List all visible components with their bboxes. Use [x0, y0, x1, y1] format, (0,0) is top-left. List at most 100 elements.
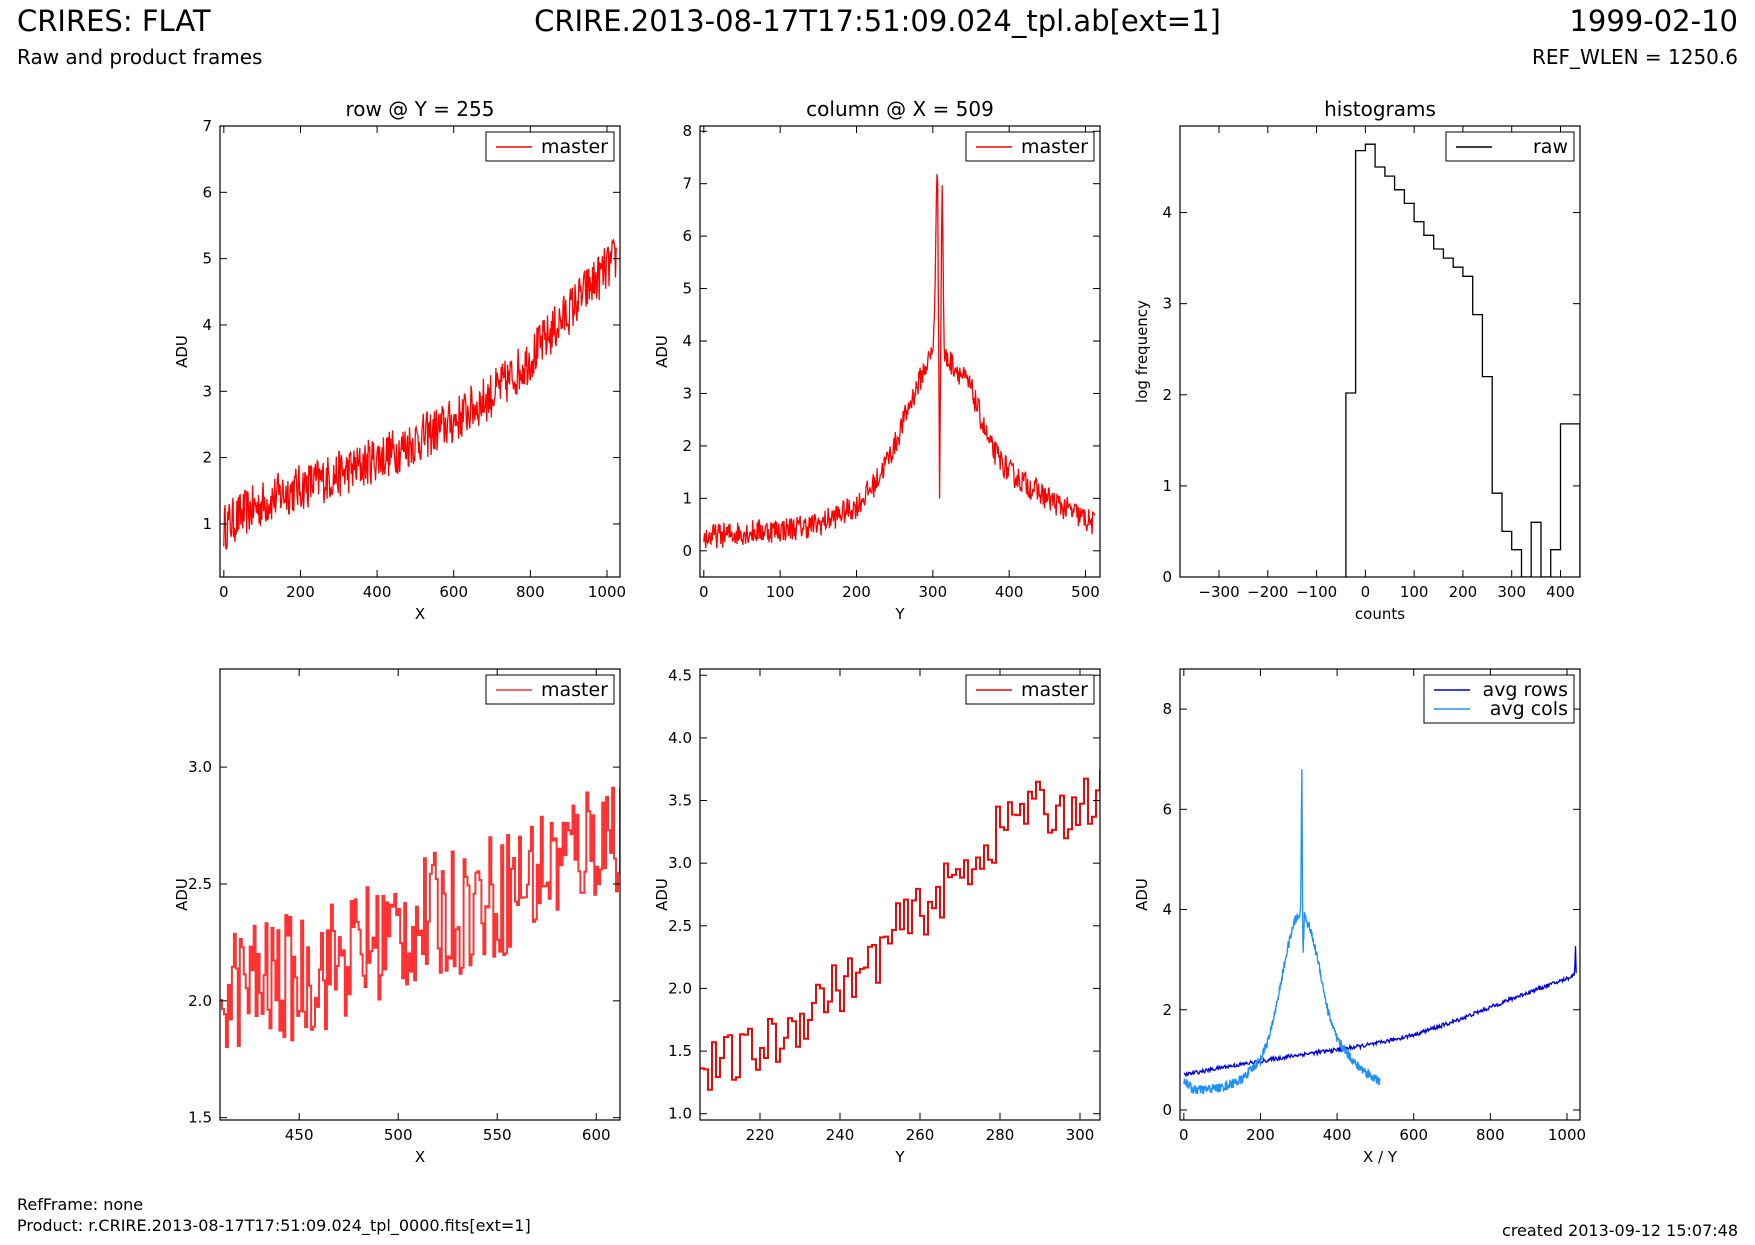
y-tick-label: 2.0 [668, 979, 692, 997]
y-tick-label: 4.5 [668, 666, 692, 684]
x-tick-label: 200 [1246, 1126, 1275, 1144]
ref-wlen: REF_WLEN = 1250.6 [1531, 45, 1738, 69]
file-name: CRIRE.2013-08-17T17:51:09.024_tpl.ab[ext… [534, 4, 1221, 38]
x-tick-label: 500 [1071, 583, 1100, 601]
y-axis-label: ADU [173, 878, 191, 911]
x-tick-label: 600 [1399, 1126, 1428, 1144]
x-tick-label: 600 [582, 1126, 611, 1144]
plot-frame [1179, 125, 1581, 578]
x-axis-label: X [415, 1148, 425, 1166]
plot-frame [219, 125, 621, 578]
refframe-label: RefFrame: none [17, 1195, 144, 1214]
x-tick-label: 220 [746, 1126, 775, 1144]
y-tick-label: 1.0 [668, 1105, 692, 1123]
y-axis-label: ADU [653, 878, 671, 911]
x-axis-label: X [415, 605, 425, 623]
plot-title: column @ X = 509 [806, 97, 994, 121]
y-axis-label: ADU [1133, 878, 1151, 911]
y-tick-label: 5 [682, 280, 692, 298]
y-tick-label: 8 [682, 122, 692, 140]
legend-entry: master [541, 136, 608, 158]
legend-entry: avg rows [1483, 679, 1568, 701]
legend-entry: master [1021, 136, 1088, 158]
x-tick-label: 100 [766, 583, 795, 601]
page-title: CRIRES: FLAT [17, 4, 211, 38]
y-tick-label: 6 [1162, 800, 1172, 818]
y-tick-label: 3 [682, 384, 692, 402]
y-tick-label: 6 [682, 227, 692, 245]
y-tick-label: 6 [202, 183, 212, 201]
x-tick-label: 0 [1361, 583, 1371, 601]
y-tick-label: 1 [202, 515, 212, 533]
x-tick-label: 200 [286, 583, 315, 601]
page-subtitle: Raw and product frames [17, 45, 263, 69]
x-tick-label: 550 [483, 1126, 512, 1144]
x-tick-label: 800 [516, 583, 545, 601]
x-tick-label: 240 [826, 1126, 855, 1144]
y-axis-label: ADU [173, 335, 191, 368]
x-tick-label: −300 [1198, 583, 1239, 601]
x-tick-label: 600 [439, 583, 468, 601]
x-tick-label: 500 [384, 1126, 413, 1144]
y-tick-label: 1.5 [188, 1109, 212, 1127]
plot-frame [699, 125, 1101, 578]
created-label: created 2013-09-12 15:07:48 [1502, 1221, 1738, 1240]
y-tick-label: 3.0 [668, 854, 692, 872]
legend-entry: raw [1533, 136, 1568, 158]
x-tick-label: 0 [699, 583, 709, 601]
series-line-master [223, 237, 617, 551]
x-tick-label: 1000 [1548, 1126, 1586, 1144]
x-tick-label: 0 [1179, 1126, 1189, 1144]
y-tick-label: 2 [1162, 1001, 1172, 1019]
y-tick-label: 1.5 [668, 1042, 692, 1060]
y-tick-label: 3 [202, 382, 212, 400]
y-tick-label: 2 [1162, 386, 1172, 404]
y-tick-label: 0 [682, 542, 692, 560]
x-tick-label: 260 [906, 1126, 935, 1144]
plot-frame [699, 668, 1101, 1121]
legend [485, 131, 615, 162]
x-tick-label: 300 [1066, 1126, 1095, 1144]
y-tick-label: 4 [1162, 901, 1172, 919]
y-tick-label: 2.5 [668, 917, 692, 935]
y-tick-label: 4.0 [668, 729, 692, 747]
legend [1423, 674, 1575, 724]
y-tick-label: 2.0 [188, 992, 212, 1010]
plot-title: row @ Y = 255 [346, 97, 495, 121]
observation-date: 1999-02-10 [1569, 4, 1738, 38]
row-plot: 0 200 400 600 800 1000 1 2 3 4 5 6 7 X ADU row @ Y = 25… [173, 97, 626, 623]
row-zoom-plot: 450 500 550 600 1.5 2.0 2.5 3.0 X ADU master [173, 668, 621, 1166]
y-tick-label: 4 [682, 332, 692, 350]
y-tick-label: 3.0 [188, 758, 212, 776]
y-tick-label: 2 [682, 437, 692, 455]
legend-entry: avg cols [1490, 698, 1568, 720]
y-axis-label: ADU [653, 335, 671, 368]
x-tick-label: 100 [1400, 583, 1429, 601]
x-tick-label: −100 [1296, 583, 1337, 601]
x-tick-label: −200 [1247, 583, 1288, 601]
y-tick-label: 3.5 [668, 792, 692, 810]
y-tick-label: 2.5 [188, 875, 212, 893]
legend-entry: master [541, 679, 608, 701]
x-axis-label: X / Y [1363, 1148, 1398, 1166]
x-tick-label: 800 [1476, 1126, 1505, 1144]
series-line-master [703, 174, 1096, 549]
x-tick-label: 200 [1449, 583, 1478, 601]
x-axis-label: Y [894, 605, 905, 623]
plot-frame [1179, 668, 1581, 1121]
x-tick-label: 400 [995, 583, 1024, 601]
average-plot: 0 200 400 600 800 1000 0 2 4 6 8 X / Y ADU avg rowsav… [1133, 668, 1586, 1166]
x-tick-label: 300 [1497, 583, 1526, 601]
y-tick-label: 8 [1162, 700, 1172, 718]
series-line-avg-cols [1183, 769, 1381, 1095]
x-tick-label: 450 [285, 1126, 314, 1144]
x-axis-label: Y [894, 1148, 905, 1166]
y-tick-label: 7 [682, 175, 692, 193]
product-label: Product: r.CRIRE.2013-08-17T17:51:09.024… [17, 1216, 531, 1235]
series-line-master [220, 786, 620, 1048]
y-tick-label: 4 [202, 316, 212, 334]
x-tick-label: 400 [1323, 1126, 1352, 1144]
plot-title: histograms [1324, 97, 1436, 121]
y-tick-label: 5 [202, 250, 212, 268]
y-tick-label: 0 [1162, 568, 1172, 586]
